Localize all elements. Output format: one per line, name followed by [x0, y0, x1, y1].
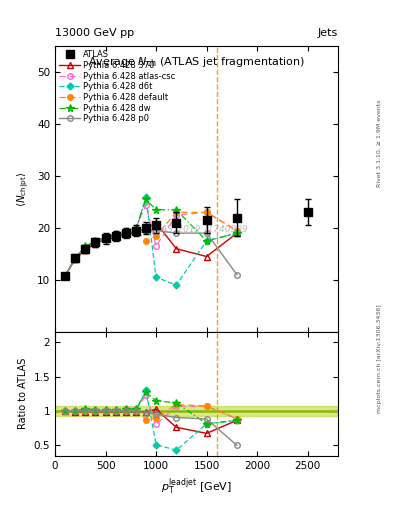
Text: ATLAS_2019_I1740909: ATLAS_2019_I1740909 [145, 224, 248, 233]
X-axis label: $p_{\rm T}^{\rm leadjet}$ [GeV]: $p_{\rm T}^{\rm leadjet}$ [GeV] [161, 476, 232, 497]
Y-axis label: $\langle N_{\rm ch|pt}\rangle$: $\langle N_{\rm ch|pt}\rangle$ [16, 171, 31, 207]
Text: Jets: Jets [318, 28, 338, 38]
Text: Average $N_{\rm ch}$ (ATLAS jet fragmentation): Average $N_{\rm ch}$ (ATLAS jet fragment… [88, 55, 305, 69]
Text: 13000 GeV pp: 13000 GeV pp [55, 28, 134, 38]
Legend: ATLAS, Pythia 6.428 370, Pythia 6.428 atlas-csc, Pythia 6.428 d6t, Pythia 6.428 : ATLAS, Pythia 6.428 370, Pythia 6.428 at… [57, 49, 177, 125]
Y-axis label: Ratio to ATLAS: Ratio to ATLAS [18, 358, 28, 430]
Text: mcplots.cern.ch [arXiv:1306.3436]: mcplots.cern.ch [arXiv:1306.3436] [377, 304, 382, 413]
Bar [55, 406, 338, 416]
Text: Rivet 3.1.10, ≥ 1.9M events: Rivet 3.1.10, ≥ 1.9M events [377, 100, 382, 187]
